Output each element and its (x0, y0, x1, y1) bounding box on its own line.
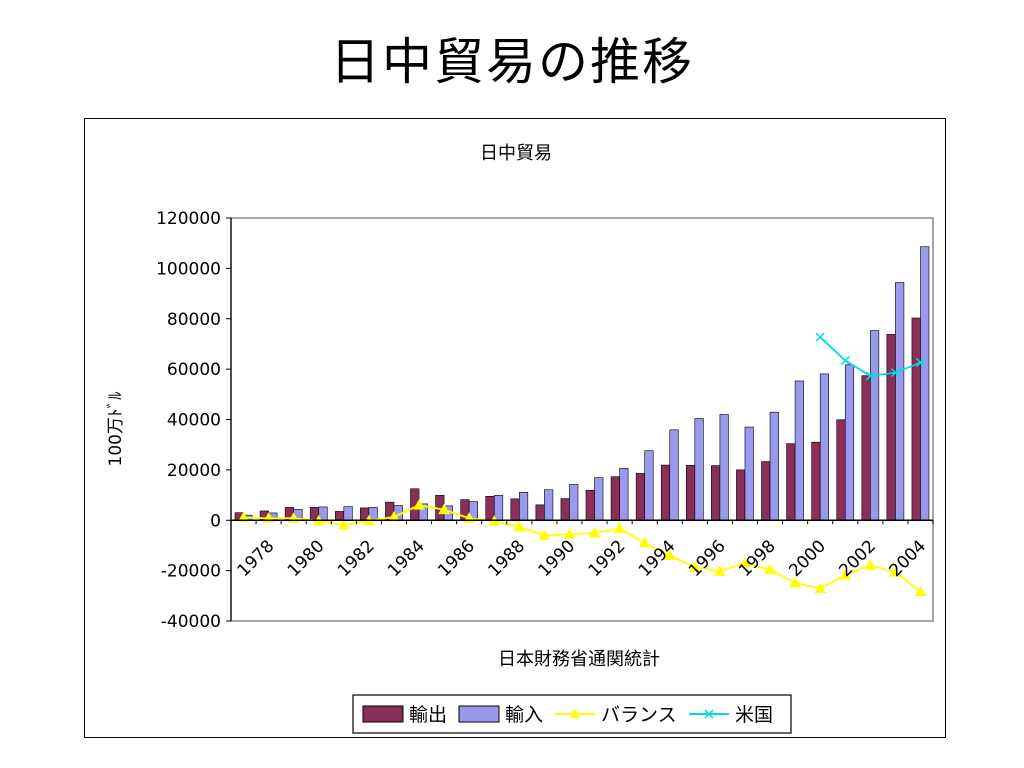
bars (234, 246, 930, 521)
legend-swatch (362, 705, 404, 723)
legend-item-バランス: バランス (555, 704, 677, 726)
bar-輸入-1996 (694, 418, 704, 521)
bar-輸出-1997 (711, 465, 721, 521)
bar-輸入-1999 (769, 411, 779, 521)
y-tick-label: 80000 (167, 310, 221, 330)
y-tick-label: 60000 (167, 360, 221, 380)
bar-輸入-1992 (594, 477, 604, 521)
legend-marker (570, 709, 580, 718)
marker-stroke (865, 371, 875, 381)
bar-輸出-1999 (761, 461, 771, 521)
chart-frame: 日中貿易 120000 100000 80000 60000 40000 20000 0 -2… (84, 118, 946, 738)
plot-background (230, 217, 934, 622)
legend-swatch (458, 705, 500, 723)
bar-輸入-1994 (644, 450, 654, 521)
legend-item-米国: 米国 (689, 704, 773, 726)
legend-label: 米国 (735, 704, 773, 726)
point-バランス-1991 (563, 528, 576, 539)
point-バランス-1998 (739, 557, 751, 568)
legend-item-輸入: 輸入 (458, 704, 543, 726)
bar-輸入-1998 (744, 426, 754, 521)
bar-輸入-1995 (669, 429, 679, 521)
bar-輸入-2001 (819, 373, 830, 521)
y-tick-label: 0 (210, 511, 221, 531)
bar-輸出-1989 (510, 498, 520, 521)
bar-輸入-1989 (519, 491, 529, 521)
point-バランス-1997 (714, 565, 726, 576)
bar-輸入-1982 (343, 506, 353, 521)
legend-label: 輸出 (409, 704, 447, 726)
point-バランス-1995 (663, 549, 676, 561)
bar-輸出-2002 (836, 419, 846, 521)
point-バランス-1985 (413, 499, 425, 510)
point-バランス-1993 (613, 522, 626, 534)
bar-輸出-1998 (736, 469, 746, 521)
marker-stroke (840, 356, 850, 366)
bar-輸出-1990 (535, 504, 545, 521)
legend-item-輸出: 輸出 (362, 704, 447, 726)
legend-label: 輸入 (505, 704, 543, 726)
point-バランス-1990 (538, 529, 551, 540)
bar-輸入-2000 (794, 380, 804, 521)
bar-輸出-2000 (786, 443, 796, 521)
bar-輸出-1992 (585, 489, 595, 521)
bar-輸入-2004 (895, 282, 905, 521)
bar-輸出-2004 (886, 334, 896, 521)
bar-輸出-1996 (685, 465, 696, 521)
point-バランス-2002 (839, 569, 852, 580)
bar-輸入-2003 (870, 330, 880, 521)
point-バランス-1999 (764, 563, 776, 575)
y-tick-label: -20000 (161, 562, 221, 582)
y-tick-label: -40000 (161, 612, 221, 632)
point-バランス-1992 (588, 526, 601, 538)
bar-輸出-1994 (635, 473, 645, 521)
bar-輸出-1982 (334, 511, 345, 521)
point-米国-2001 (815, 332, 825, 342)
chart-title: 日中貿易 (480, 143, 552, 164)
marker-stroke (890, 368, 900, 378)
y-tick-label: 20000 (167, 461, 221, 481)
bar-輸出-2005 (911, 317, 921, 521)
bar-輸出-1988 (485, 496, 495, 521)
y-tick-label: 40000 (167, 411, 221, 431)
bar-輸入-1993 (619, 468, 629, 521)
bar-輸入-2002 (844, 364, 855, 521)
bar-輸入-1991 (569, 484, 579, 521)
marker-stroke (915, 358, 925, 368)
y-tick-label: 120000 (156, 209, 221, 229)
marker-stroke (815, 332, 825, 342)
point-米国-2002 (840, 356, 850, 366)
bar-輸入-2005 (920, 246, 930, 521)
point-バランス-1982 (337, 519, 350, 530)
point-バランス-1986 (438, 503, 450, 515)
point-バランス-2000 (789, 576, 801, 588)
point-バランス-1994 (638, 536, 651, 548)
bar-輸入-1997 (719, 414, 729, 521)
point-バランス-2003 (864, 559, 877, 570)
bar-輸出-1991 (560, 498, 570, 521)
bar-輸入-1988 (493, 495, 504, 521)
point-米国-2004 (890, 368, 900, 378)
y-axis-label: 100万ﾄﾞﾙ (106, 391, 126, 466)
bar-輸出-1995 (660, 464, 671, 521)
point-米国-2005 (915, 358, 925, 368)
bar-輸入-1990 (544, 489, 554, 521)
x-axis-label: 日本財務省通関統計 (498, 649, 660, 670)
point-バランス-1989 (513, 520, 526, 532)
bar-輸出-2003 (861, 375, 871, 521)
point-米国-2003 (865, 371, 875, 381)
point-バランス-1996 (688, 561, 701, 572)
point-バランス-2004 (889, 566, 902, 577)
plot-area (230, 217, 934, 622)
slide-title: 日中貿易の推移 (330, 33, 694, 91)
bar-輸出-2001 (811, 441, 821, 521)
legend-marker (704, 709, 714, 719)
point-バランス-2001 (814, 582, 827, 594)
point-バランス-2005 (914, 585, 927, 597)
legend-label: バランス (601, 704, 677, 726)
bar-輸出-1993 (610, 476, 620, 521)
chart: 日中貿易 120000 100000 80000 60000 40000 20000 0 -2… (106, 143, 934, 734)
legend: 輸出 輸入 バランス 米国 (352, 694, 792, 734)
y-tick-label: 100000 (156, 259, 221, 279)
